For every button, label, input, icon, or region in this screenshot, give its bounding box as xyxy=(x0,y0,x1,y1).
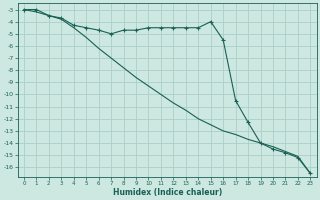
X-axis label: Humidex (Indice chaleur): Humidex (Indice chaleur) xyxy=(113,188,222,197)
